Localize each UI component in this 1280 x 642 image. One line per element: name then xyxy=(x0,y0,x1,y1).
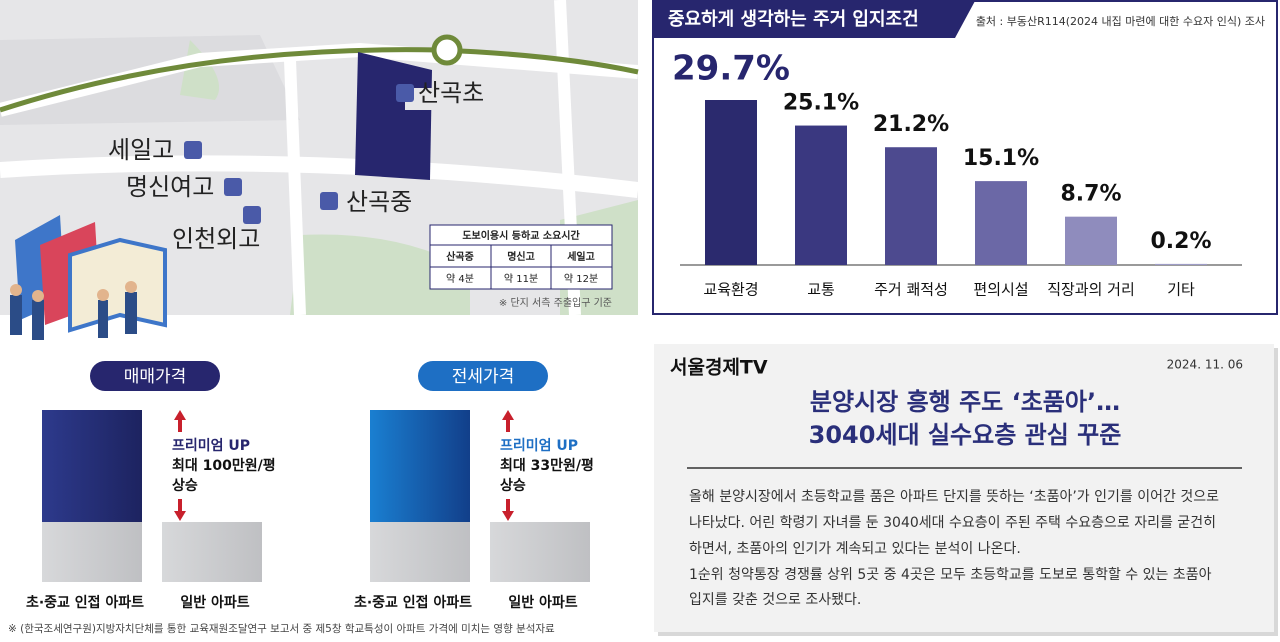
title-pill xyxy=(418,361,548,391)
body-line: 나타났다. 어린 학령기 자녀를 둔 3040세대 수요층이 주된 주택 수요층… xyxy=(689,515,1216,531)
arrow-down xyxy=(174,499,186,521)
premium-line: 상승 xyxy=(172,478,198,494)
bar-chart-panel: 중요하게 생각하는 주거 입지조건 출처 : 부동산R114(2024 내집 마… xyxy=(652,0,1278,315)
bar xyxy=(1065,216,1117,265)
school-label: 인천외고 xyxy=(172,225,260,253)
tall-bar-top xyxy=(370,410,470,522)
body-line: 1순위 청약통장 경쟁률 상위 5곳 중 4곳은 모두 초등학교를 도보로 통학… xyxy=(689,567,1212,583)
x-tick-label: 교육환경 xyxy=(703,281,758,299)
premium-line: 최대 100만원/평 xyxy=(172,457,276,474)
tall-bar-bottom xyxy=(370,522,470,582)
table-header: 명신고 xyxy=(507,250,535,263)
bar xyxy=(795,125,847,265)
panel-title: 전세가격 xyxy=(452,367,515,387)
bar-label: 일반 아파트 xyxy=(508,594,577,611)
article-body: 올해 분양시장에서 초등학교를 품은 아파트 단지를 뜻하는 ‘초품아’가 인기… xyxy=(689,489,1219,608)
x-tick-label: 교통 xyxy=(807,281,835,299)
bar xyxy=(885,147,937,265)
bar-label: 일반 아파트 xyxy=(180,594,249,611)
tall-bar-bottom xyxy=(42,522,142,582)
value-label: 21.2% xyxy=(873,112,949,137)
short-bar xyxy=(162,522,262,582)
brand: 서울경제TV xyxy=(670,357,768,379)
arrow-down xyxy=(502,499,514,521)
school-label: 산곡초 xyxy=(418,79,484,107)
x-tick-label: 편의시설 xyxy=(973,281,1028,299)
bar xyxy=(975,181,1027,265)
tall-bar-top xyxy=(42,410,142,522)
map-labels: 산곡초 세일고 명신여고 인천외고 산곡중 xyxy=(108,79,484,253)
arrow-up xyxy=(502,410,514,432)
article: 서울경제TV 2024. 11. 06 분양시장 흥행 주도 ‘초품아’… 30… xyxy=(654,344,1278,636)
school-label: 명신여고 xyxy=(126,173,214,201)
short-bar xyxy=(490,522,590,582)
panel-title: 매매가격 xyxy=(124,367,187,387)
bar-label: 초·중교 인접 아파트 xyxy=(354,594,472,611)
value-label: 15.1% xyxy=(963,146,1039,171)
bar xyxy=(1155,263,1207,265)
bar xyxy=(705,100,757,265)
table-header: 산곡중 xyxy=(446,250,474,263)
premium-line: 상승 xyxy=(500,478,526,494)
value-label: 8.7% xyxy=(1060,182,1121,207)
x-tick-label: 직장과의 거리 xyxy=(1047,281,1135,299)
table-cell: 약 4분 xyxy=(446,273,474,285)
premium-title: 프리미엄 UP xyxy=(500,438,578,454)
table-note: ※ 단지 서측 주출입구 기준 xyxy=(499,296,612,309)
value-label: 0.2% xyxy=(1150,229,1211,254)
table-cell: 약 12분 xyxy=(564,273,598,285)
x-tick-label: 주거 쾌적성 xyxy=(874,281,948,299)
value-label: 29.7% xyxy=(672,49,790,89)
table-title: 도보이용시 등하교 소요시간 xyxy=(462,229,580,242)
bar-label: 초·중교 인접 아파트 xyxy=(26,594,144,611)
premium-title: 프리미엄 UP xyxy=(172,438,250,454)
body-line: 입지를 갖춘 것으로 조사됐다. xyxy=(689,592,861,608)
walk-table: 도보이용시 등하교 소요시간 산곡중 명신고 세일고 약 4분 약 11분 약 … xyxy=(446,229,612,309)
title-pill xyxy=(90,361,220,391)
school-label: 세일고 xyxy=(108,136,174,164)
headline: 분양시장 흥행 주도 ‘초품아’… xyxy=(810,388,1120,416)
table-cell: 약 11분 xyxy=(504,273,538,285)
footnote: ※ (한국조세연구원)지방자치단체를 통한 교육재원조달연구 보고서 중 제5창… xyxy=(8,622,555,635)
map xyxy=(0,0,639,340)
date: 2024. 11. 06 xyxy=(1167,358,1243,372)
x-tick-label: 기타 xyxy=(1167,281,1195,299)
chart-title: 중요하게 생각하는 주거 입지조건 xyxy=(668,8,919,30)
table-header: 세일고 xyxy=(567,250,595,263)
headline: 3040세대 실수요층 관심 꾸준 xyxy=(809,421,1122,449)
premium-line: 최대 33만원/평 xyxy=(500,457,594,474)
school-label: 산곡중 xyxy=(346,188,412,216)
arrow-up xyxy=(174,410,186,432)
body-line: 하면서, 초품아의 인기가 계속되고 있다는 분석이 나온다. xyxy=(689,541,1021,557)
body-line: 올해 분양시장에서 초등학교를 품은 아파트 단지를 뜻하는 ‘초품아’가 인기… xyxy=(689,489,1219,505)
chart-source: 출처 : 부동산R114(2024 내집 마련에 대한 수요자 인식) 조사 xyxy=(976,15,1265,28)
value-label: 25.1% xyxy=(783,91,859,116)
